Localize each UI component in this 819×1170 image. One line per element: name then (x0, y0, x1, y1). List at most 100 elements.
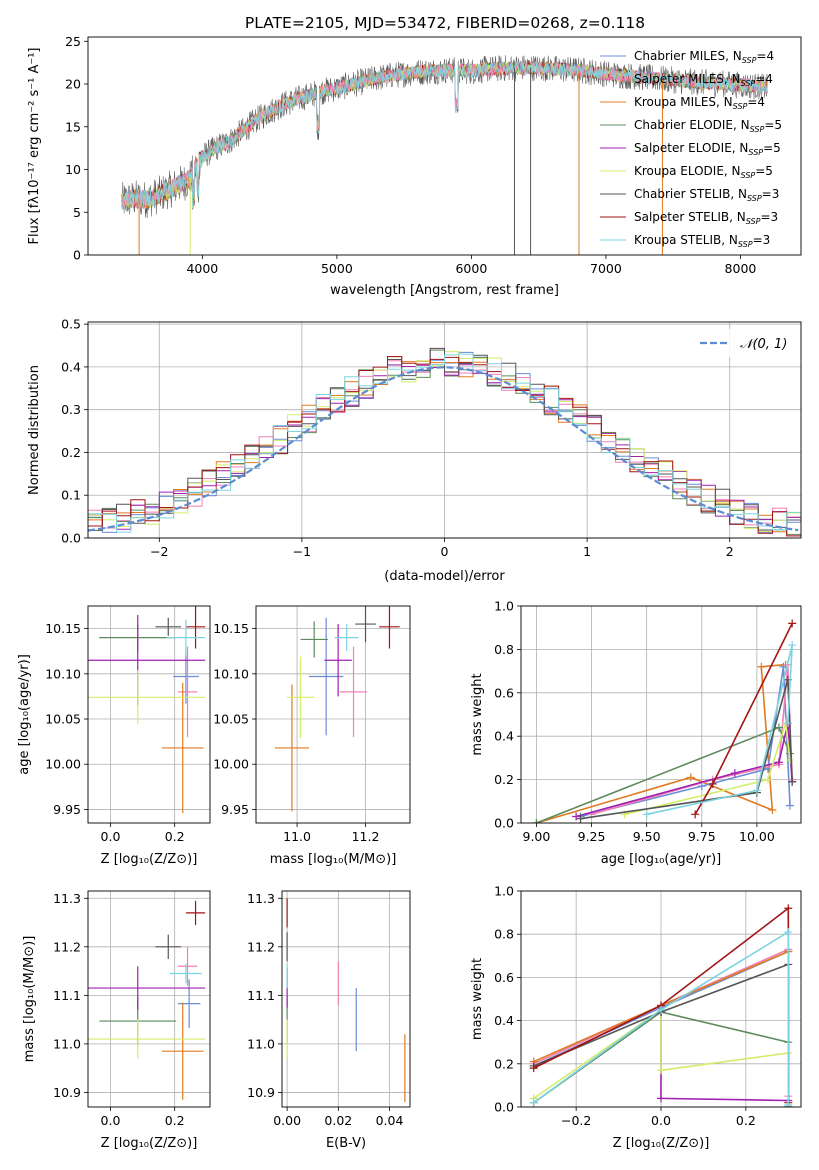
legend-label-tail: =5 (764, 118, 782, 132)
weight-line-chab_elodie (536, 726, 791, 823)
axes-frame (87, 890, 211, 1108)
y-axis-label: mass [log₁₀(M/M⊙)] (22, 936, 37, 1063)
legend-label-salp_stelib: Salpeter STELIB, NSSP=3 (634, 210, 778, 226)
spectrum-line-krou_stelib (121, 60, 768, 210)
legend-label-tail: =5 (763, 141, 781, 155)
gridlines (88, 891, 210, 1107)
x-tick-label: 0.0 (651, 1113, 671, 1128)
weight-marker-salp_elodie (657, 1094, 665, 1103)
weight-marker-krou_miles (768, 805, 777, 814)
legend-label-tail: =4 (756, 49, 774, 63)
legend-label-sub: SSP (748, 148, 763, 157)
x-tick-label: 9.25 (578, 829, 606, 844)
legend-label-krou_miles: Kroupa MILES, NSSP=4 (634, 95, 765, 111)
axes-age_vs_mass: 11.0 11.2 9.95 10.00 10.05 10.10 10.15 mass [lo… (213, 605, 411, 867)
y-axis-label: age [log₁₀(age/yr)] (17, 654, 32, 775)
x-tick-label: 4000 (186, 261, 218, 276)
x-tick-label: 7000 (590, 261, 622, 276)
legend-label-sub: SSP (747, 194, 762, 203)
weight-marker-salp_stelib (788, 619, 797, 628)
legend-label-sub: SSP (742, 56, 757, 65)
x-axis-label: wavelength [Angstrom, rest frame] (330, 283, 559, 298)
legend-label-sub: SSP (741, 171, 756, 180)
y-tick-label: 10 (65, 162, 81, 177)
y-tick-label: 0.2 (494, 772, 514, 787)
x-axis-label: Z [log₁₀(Z/Z⊙)] (101, 852, 198, 867)
x-axis-label: (data-model)/error (384, 569, 505, 584)
y-axis-label: Normed distribution (27, 365, 42, 495)
legend-label-text: Kroupa ELODIE, N (634, 164, 741, 178)
y-tick-label: 0.4 (494, 1013, 514, 1028)
y-tick-label: 0.0 (494, 816, 514, 831)
y-tick-label: 9.95 (53, 802, 81, 817)
legend-label-sub: SSP (746, 217, 761, 226)
axes-weight_vs_age: 9.00 9.25 9.50 9.75 10.00 0.0 0.2 0.4 0.6 0.8 1.0 a… (470, 599, 802, 867)
x-tick-label: 0.2 (165, 829, 185, 844)
y-tick-label: 10.00 (213, 757, 249, 772)
legend-label-tail: =3 (760, 210, 778, 224)
y-axis-label: Flux [fλ10⁻¹⁷ erg cm⁻² s⁻¹ A⁻¹] (27, 48, 42, 245)
legend-label-tail: =4 (747, 95, 765, 109)
legend-label-chab_miles: Chabrier MILES, NSSP=4 (634, 49, 774, 65)
y-tick-label: 10.00 (45, 757, 81, 772)
legend-label-salp_elodie: Salpeter ELODIE, NSSP=5 (634, 141, 781, 157)
weight-marker-chab_stelib (788, 777, 797, 786)
y-tick-label: 0.6 (494, 685, 514, 700)
x-axis-label: mass [log₁₀(M/M⊙)] (270, 852, 397, 867)
y-tick-label: 5 (73, 205, 81, 220)
y-tick-label: 10.15 (45, 621, 81, 636)
x-axis-label: Z [log₁₀(Z/Z⊙)] (101, 1136, 198, 1151)
legend-label-normal: 𝒩(0, 1) (740, 337, 787, 352)
axes-spectrum: 4000 5000 6000 7000 8000 0 5 10 15 20 25 wavelength… (27, 34, 802, 298)
x-tick-label: 0.02 (324, 1113, 352, 1128)
y-tick-label: 11.2 (247, 939, 275, 954)
x-tick-label: 10.00 (739, 829, 775, 844)
weight-marker-chab_stelib (576, 814, 585, 823)
y-tick-label: 10.05 (213, 712, 249, 727)
axes-frame (255, 605, 411, 824)
y-tick-label: 0.2 (61, 445, 81, 460)
y-tick-label: 1.0 (494, 599, 514, 614)
x-tick-label: −2 (150, 544, 168, 559)
y-tick-label: 11.2 (53, 939, 81, 954)
legend-label-sub: SSP (741, 79, 756, 88)
legend-label-sub: SSP (733, 102, 748, 111)
axes-frame (87, 36, 802, 256)
weight-marker-krou_stelib (657, 1005, 665, 1014)
x-tick-label: 5000 (321, 261, 353, 276)
y-tick-label: 11.3 (53, 891, 81, 906)
legend-label-text: Chabrier ELODIE, N (634, 118, 750, 132)
y-tick-label: 0.4 (61, 359, 81, 374)
y-tick-label: 11.1 (53, 988, 81, 1003)
weight-marker-krou_stelib (788, 641, 797, 650)
weight-marker-krou_elodie (657, 1066, 665, 1075)
x-tick-label: 9.75 (688, 829, 716, 844)
y-tick-label: 11.0 (247, 1036, 275, 1051)
axes-mass_vs_Z: 0.0 0.2 10.9 11.0 11.1 11.2 11.3 Z [log₁₀(Z/Z⊙)… (22, 890, 211, 1151)
weight-marker-salp_elodie (730, 769, 739, 778)
weight-line-krou_elodie (624, 722, 791, 816)
legend-label-salp_miles: Salpeter MILES, NSSP=4 (634, 72, 773, 88)
x-tick-label: 9.50 (633, 829, 661, 844)
y-tick-label: 0.6 (494, 970, 514, 985)
legend-label-text: Salpeter MILES, N (634, 72, 741, 86)
y-tick-label: 20 (65, 77, 81, 92)
weight-marker-salp_elodie (572, 812, 581, 821)
legend-box (690, 329, 794, 357)
legend-label-text: Chabrier MILES, N (634, 49, 742, 63)
x-axis-label: Z [log₁₀(Z/Z⊙)] (613, 1136, 710, 1151)
y-tick-label: 10.10 (45, 666, 81, 681)
x-axis-label: E(B-V) (326, 1136, 366, 1151)
y-tick-label: 0.4 (494, 729, 514, 744)
y-tick-label: 11.3 (247, 891, 275, 906)
legend-label-tail: =4 (755, 72, 773, 86)
legend-label-sub: SSP (750, 125, 765, 134)
y-tick-label: 25 (65, 34, 81, 49)
y-tick-label: 0.5 (61, 317, 81, 332)
y-tick-label: 11.1 (247, 988, 275, 1003)
legend-label-text: Kroupa STELIB, N (634, 233, 738, 247)
plot-area (88, 900, 206, 1100)
plot-area (286, 898, 406, 1103)
legend-label-text: Salpeter STELIB, N (634, 210, 746, 224)
